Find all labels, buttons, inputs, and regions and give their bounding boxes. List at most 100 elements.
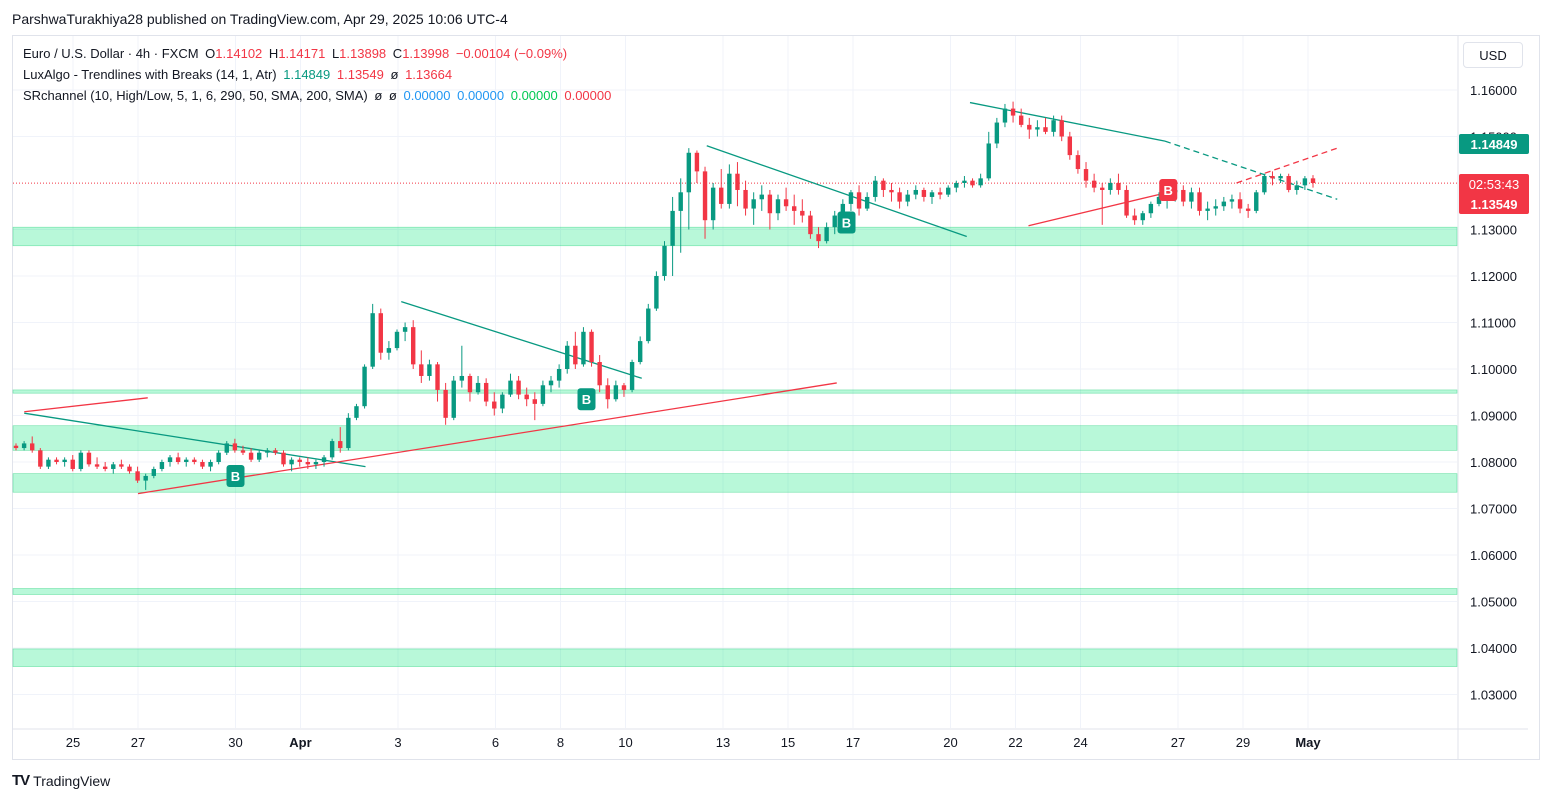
candle-body [159,462,165,469]
candle-body [897,192,902,202]
candle-body [240,450,246,453]
trendline [1028,193,1159,227]
candle-body [1083,169,1089,181]
candle-body [1132,215,1137,221]
time-axis-label: 20 [943,735,957,750]
candle-body [492,401,497,409]
time-axis-label: 22 [1008,735,1022,750]
candle-body [1278,176,1283,179]
candle-body [621,385,627,390]
candle-body [986,143,991,179]
candle-body [978,178,983,186]
candle-body [735,173,740,190]
tradingview-logo-icon: TV [12,772,30,789]
candle-body [832,215,837,228]
open-value: 1.14102 [215,46,263,61]
break-marker [577,388,596,411]
candle-body [419,364,424,376]
price-axis-label: 1.05000 [1470,595,1517,610]
candle-body [516,380,521,395]
candle-body [362,366,367,407]
srchannel-name: SRchannel (10, High/Low, 5, 1, 6, 290, 5… [23,88,368,103]
candle-body [143,475,148,481]
trendline [24,397,148,413]
price-axis-label: 1.04000 [1470,641,1517,656]
candle-body [1010,108,1016,116]
price-axis-label: 1.13000 [1470,223,1517,238]
candle-body [808,215,813,235]
trendlines [24,101,1338,495]
candle-body [54,459,59,462]
srchannel-legend[interactable]: SRchannel (10, High/Low, 5, 1, 6, 290, 5… [23,88,614,103]
candle-body [962,180,967,183]
candle-body [759,194,764,200]
candle-body [694,152,700,172]
candle-body [313,462,319,465]
candle-body [1067,136,1073,156]
candle-body [500,394,505,409]
candle-body [864,196,870,209]
high-value: 1.14171 [278,46,326,61]
price-axis-label: 1.07000 [1470,502,1517,517]
candle-body [378,313,383,353]
time-axis-label: 10 [618,735,632,750]
break-marker-label: B [231,469,240,484]
sr-zone [12,226,1458,247]
candle-body [127,466,132,472]
candle-body [216,452,221,462]
candle-body [816,234,821,242]
candle-body [1140,213,1145,221]
symbol-legend[interactable]: Euro / U.S. Dollar · 4h · FXCM O1.14102 … [23,46,570,61]
luxalgo-legend[interactable]: LuxAlgo - Trendlines with Breaks (14, 1,… [23,67,455,82]
time-axis-label: 30 [228,735,242,750]
candle-body [135,471,140,481]
candle-body [873,180,878,197]
candle-body [1075,155,1081,170]
candle-body [78,452,84,469]
sr-zone [12,425,1458,451]
break-markers: B B B B [226,178,1178,487]
candle-body [751,199,756,209]
grid-lines [13,36,1457,728]
candle-body [281,452,286,465]
candle-body [727,173,732,204]
candle-body [662,245,667,276]
candles [13,101,1316,490]
candle-body [62,459,67,462]
trendline [969,101,1166,142]
price-axis-label: 1.10000 [1470,362,1517,377]
trendline [137,382,837,495]
candle-body [1124,189,1129,216]
trendline [706,145,967,238]
candle-body [929,192,935,197]
tradingview-logo[interactable]: TV TradingView [12,772,110,789]
candle-body [1091,180,1097,188]
candle-body [1148,203,1154,214]
candle-body [467,375,473,393]
candle-body [435,364,440,390]
currency-selector[interactable]: USD [1463,42,1523,68]
low-value: 1.13898 [339,46,387,61]
time-axis-label: Apr [289,735,311,750]
luxalgo-value-2: 1.13549 [336,67,384,82]
break-marker [1159,178,1178,201]
candle-body [1116,183,1121,190]
price-axis-label: 1.12000 [1470,269,1517,284]
open-label: O [205,46,216,61]
candle-body [370,313,375,367]
candle-body [646,308,651,342]
candle-body [524,394,529,400]
candle-body [305,462,311,465]
price-axis-label: 1.06000 [1470,548,1517,563]
srchannel-value-2: 0.00000 [457,88,505,103]
candle-body [1270,176,1275,179]
time-axis-label: 17 [846,735,860,750]
upper-tag-text: 1.14849 [1471,137,1518,152]
candle-body [556,369,562,381]
candle-body [111,464,116,469]
candle-body [200,462,205,467]
candle-body [1100,187,1105,190]
candle-body [427,364,432,376]
candle-body [1189,192,1194,202]
